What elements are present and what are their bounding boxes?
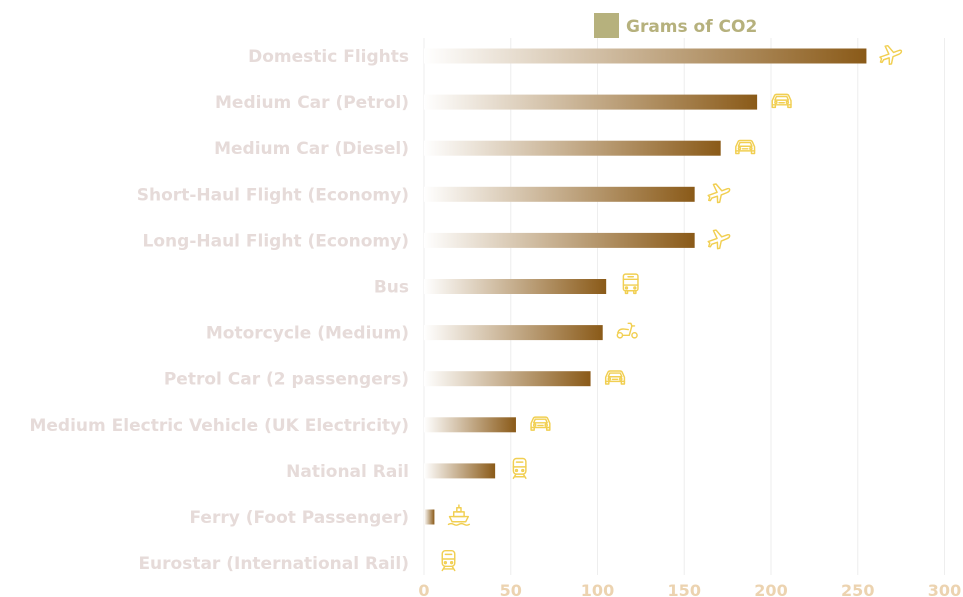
- category-labels: Domestic Flights Medium Car (Petrol) Mediu…: [29, 47, 409, 574]
- bar: [424, 371, 591, 387]
- category-label: Short-Haul Flight (Economy): [137, 185, 409, 205]
- car-icon: [530, 416, 551, 431]
- bar: [424, 417, 516, 433]
- airplane-icon: [707, 229, 731, 250]
- legend-label: Grams of CO2: [626, 17, 757, 37]
- car-icon: [735, 139, 756, 155]
- legend-swatch: [594, 13, 619, 38]
- train-icon: [512, 457, 527, 480]
- category-label: Ferry (Foot Passenger): [189, 508, 409, 528]
- x-tick-label: 200: [754, 581, 787, 597]
- x-tick-label: 250: [841, 581, 874, 597]
- bar: [424, 325, 603, 341]
- category-label: Medium Electric Vehicle (UK Electricity): [29, 416, 409, 436]
- scooter-icon: [616, 322, 638, 339]
- x-tick-label: 100: [581, 581, 614, 597]
- x-axis-ticks: 0 50 100 150 200 250 300: [418, 581, 961, 597]
- category-label: Eurostar (International Rail): [138, 554, 409, 574]
- car-icon: [604, 370, 626, 385]
- x-tick-label: 300: [928, 581, 961, 597]
- category-label: Petrol Car (2 passengers): [164, 370, 409, 390]
- bus-icon: [622, 273, 639, 295]
- bar: [424, 509, 435, 525]
- category-label: National Rail: [286, 462, 409, 482]
- category-label: Bus: [374, 278, 409, 298]
- category-label: Long-Haul Flight (Economy): [143, 231, 409, 251]
- airplane-icon: [879, 44, 903, 65]
- bar: [424, 94, 758, 110]
- train-icon: [441, 549, 456, 572]
- bar: [424, 232, 695, 248]
- ship-icon: [447, 504, 471, 526]
- bar: [424, 186, 695, 202]
- category-label: Domestic Flights: [248, 47, 409, 67]
- airplane-icon: [707, 183, 731, 204]
- grid-lines: [423, 38, 945, 575]
- bars: [424, 48, 867, 525]
- car-icon: [771, 93, 792, 109]
- x-tick-label: 150: [668, 581, 701, 597]
- bar: [424, 463, 496, 479]
- x-tick-label: 0: [418, 581, 429, 597]
- bar: [424, 48, 867, 64]
- category-label: Motorcycle (Medium): [206, 324, 409, 344]
- bar: [424, 279, 607, 294]
- legend: Grams of CO2: [594, 13, 757, 38]
- category-label: Medium Car (Petrol): [215, 93, 409, 113]
- bar: [424, 140, 721, 156]
- category-label: Medium Car (Diesel): [214, 139, 409, 159]
- x-tick-label: 50: [500, 581, 522, 597]
